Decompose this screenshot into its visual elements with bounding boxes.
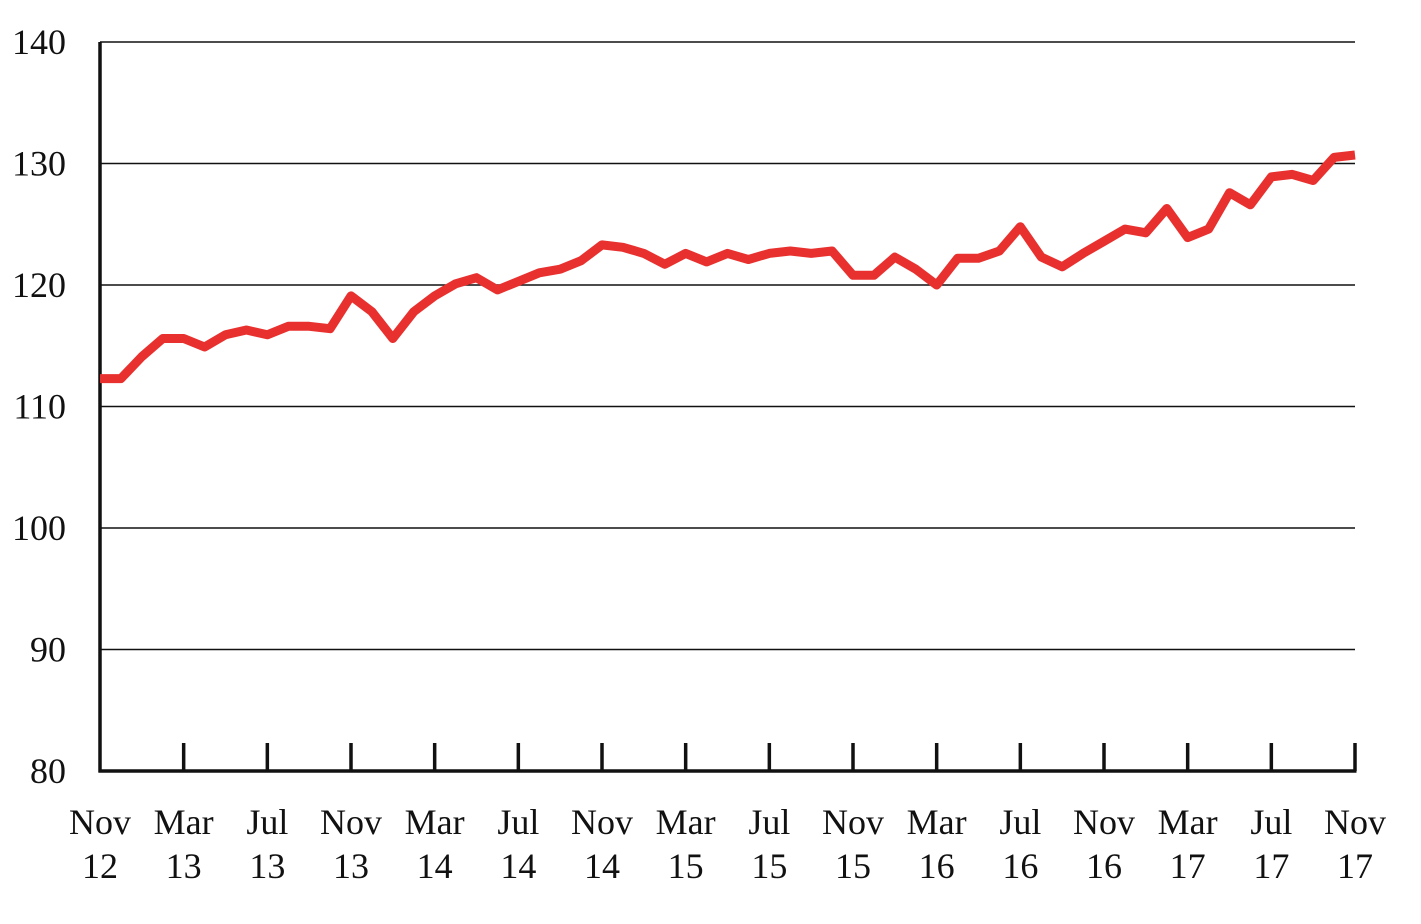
x-tick-label-month: Mar [907,802,967,842]
x-tick-label-year: 17 [1170,846,1206,886]
x-tick-label-year: 14 [417,846,453,886]
x-tick-label-year: 16 [919,846,955,886]
axes [98,42,1357,773]
x-tick-label-month: Nov [1073,802,1135,842]
x-tick-label-year: 12 [82,846,118,886]
grid-lines [100,41,1355,651]
series-line [100,150,1356,384]
x-tick-label-year: 15 [668,846,704,886]
x-tick-label-month: Jul [748,802,790,842]
x-tick-label-month: Jul [497,802,539,842]
x-tick-label-month: Nov [320,802,382,842]
x-tick-label-month: Jul [1250,802,1292,842]
y-tick-label-80: 80 [30,751,66,791]
x-tick-label-year: 13 [249,846,285,886]
x-tick-label-month: Mar [405,802,465,842]
x-tick-label-year: 16 [1086,846,1122,886]
x-tick-label-year: 15 [835,846,871,886]
x-tick-label-year: 14 [584,846,620,886]
y-tick-label-120: 120 [12,265,66,305]
x-tick-label-year: 13 [333,846,369,886]
y-tick-label-140: 140 [12,22,66,62]
x-tick-label-month: Nov [69,802,131,842]
x-tick-label-year: 17 [1253,846,1289,886]
y-tick-label-130: 130 [12,144,66,184]
tick-labels: 8090100110120130140Nov12Mar13Jul13Nov13M… [12,22,1386,886]
y-tick-label-100: 100 [12,508,66,548]
y-tick-label-110: 110 [13,387,66,427]
x-tick-label-month: Mar [154,802,214,842]
y-tick-label-90: 90 [30,630,66,670]
x-tick-label-month: Nov [571,802,633,842]
x-tick-label-year: 13 [166,846,202,886]
series-layer [100,150,1356,384]
x-tick-label-year: 14 [500,846,536,886]
x-tick-label-month: Nov [1324,802,1386,842]
x-tick-label-year: 15 [751,846,787,886]
x-tick-label-year: 17 [1337,846,1373,886]
x-tick-label-month: Jul [999,802,1041,842]
x-tick-label-month: Nov [822,802,884,842]
x-tick-label-month: Mar [1158,802,1218,842]
x-tick-label-month: Mar [656,802,716,842]
x-tick-label-month: Jul [246,802,288,842]
x-tick-label-year: 16 [1002,846,1038,886]
